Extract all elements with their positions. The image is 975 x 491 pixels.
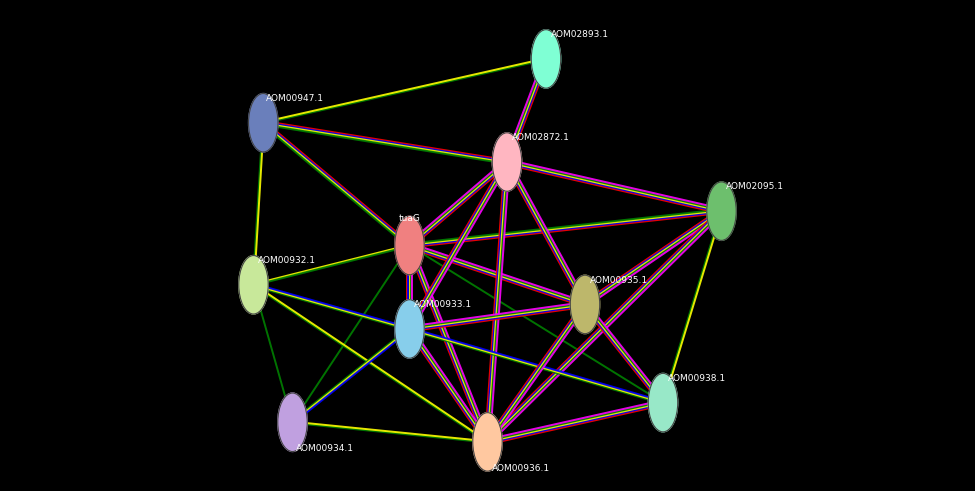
Text: AOM00932.1: AOM00932.1 — [258, 256, 316, 265]
Text: AOM02872.1: AOM02872.1 — [512, 134, 569, 142]
Text: AOM02893.1: AOM02893.1 — [551, 30, 608, 39]
Ellipse shape — [531, 29, 561, 88]
Ellipse shape — [249, 93, 278, 152]
Text: AOM02095.1: AOM02095.1 — [726, 183, 784, 191]
Ellipse shape — [570, 275, 600, 334]
Ellipse shape — [648, 373, 678, 432]
Text: AOM00933.1: AOM00933.1 — [414, 300, 473, 309]
Ellipse shape — [492, 133, 522, 191]
Text: AOM00947.1: AOM00947.1 — [266, 94, 324, 103]
Text: AOM00936.1: AOM00936.1 — [492, 464, 551, 472]
Text: tuaG: tuaG — [399, 215, 420, 223]
Ellipse shape — [395, 216, 424, 275]
Ellipse shape — [395, 300, 424, 358]
Ellipse shape — [239, 255, 268, 314]
Ellipse shape — [473, 412, 502, 471]
Text: AOM00934.1: AOM00934.1 — [295, 444, 353, 453]
Ellipse shape — [278, 393, 307, 452]
Ellipse shape — [707, 182, 736, 241]
Text: AOM00938.1: AOM00938.1 — [668, 374, 726, 383]
Text: AOM00935.1: AOM00935.1 — [590, 276, 648, 285]
